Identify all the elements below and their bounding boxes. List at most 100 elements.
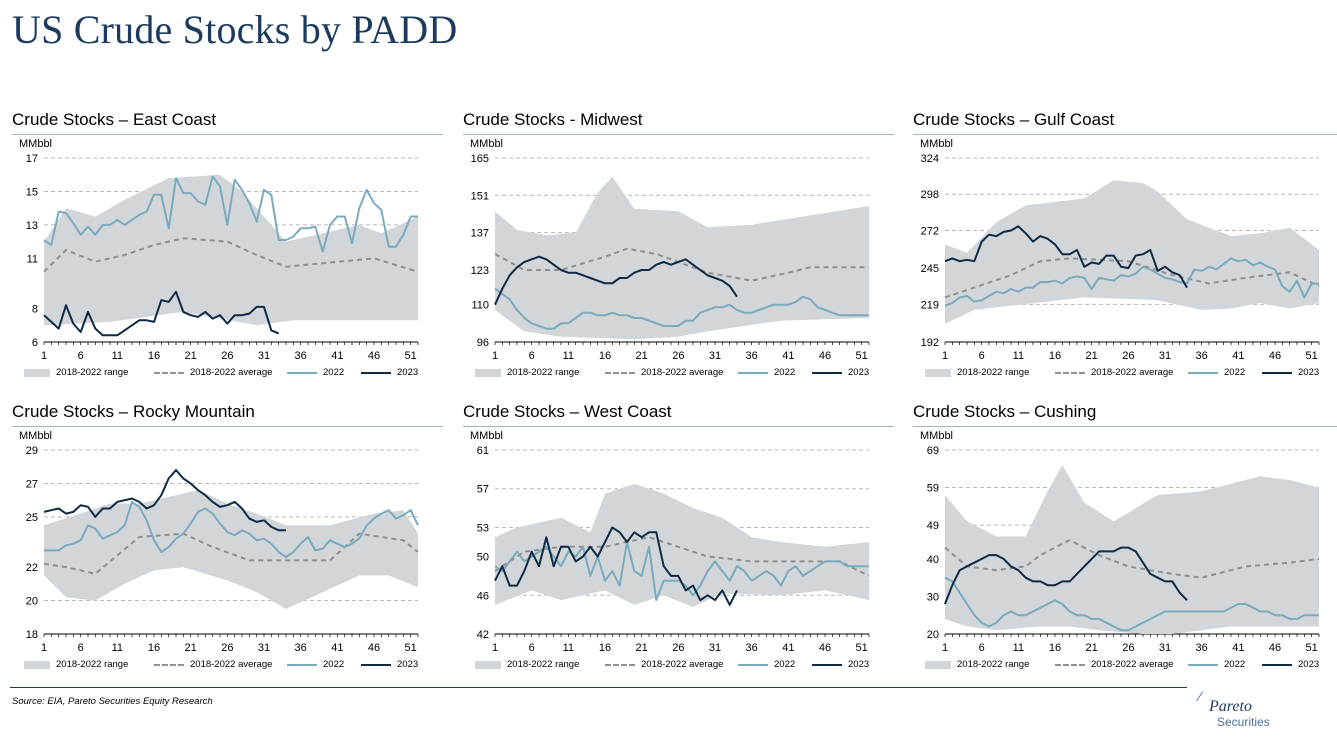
x-tick-label: 31 <box>1159 642 1171 654</box>
source-note: Source: EIA, Pareto Securities Equity Re… <box>12 696 213 707</box>
y-tick-label: 11 <box>27 253 38 265</box>
y-axis-unit-label: MMbbl <box>920 430 954 442</box>
y-tick-label: 110 <box>471 300 489 312</box>
legend-swatch <box>1262 663 1292 666</box>
x-tick-label: 6 <box>78 642 84 654</box>
chart-title: Crude Stocks – West Coast <box>463 402 672 421</box>
x-tick-label: 1 <box>492 350 498 362</box>
x-tick-label: 11 <box>563 642 574 654</box>
y-tick-label: 165 <box>471 153 489 165</box>
x-tick-label: 51 <box>856 642 868 654</box>
legend-2022: 2022 <box>1188 659 1245 670</box>
y-tick-label: 30 <box>927 591 939 603</box>
y-tick-label: 96 <box>477 337 489 349</box>
legend-2022: 2022 <box>738 659 795 670</box>
x-tick-label: 46 <box>819 642 831 654</box>
legend-average: 2018-2022 average <box>605 367 723 378</box>
legend-2022: 2022 <box>738 367 795 378</box>
y-tick-label: 59 <box>927 483 939 495</box>
x-tick-label: 31 <box>709 350 721 362</box>
x-tick-label: 46 <box>819 350 831 362</box>
x-tick-label: 11 <box>563 350 574 362</box>
chart-legend: 2018-2022 range 2018-2022 average 2022 2023 <box>12 659 443 673</box>
y-tick-label: 69 <box>927 445 939 457</box>
x-tick-label: 51 <box>405 350 417 362</box>
x-tick-label: 6 <box>979 642 985 654</box>
chart-panel: Crude Stocks - Midwest MMbbl 165 151 137 123 1… <box>463 110 903 390</box>
legend-label: 2018-2022 average <box>190 367 273 378</box>
series-2023-line <box>43 469 286 532</box>
x-tick-label: 26 <box>221 350 233 362</box>
x-tick-label: 6 <box>529 642 535 654</box>
y-tick-label: 57 <box>477 484 489 496</box>
y-axis-unit-label: MMbbl <box>470 138 504 150</box>
legend-label: 2018-2022 range <box>56 659 129 670</box>
chart-legend: 2018-2022 range 2018-2022 average 2022 2023 <box>913 659 1337 673</box>
legend-label: 2023 <box>848 367 870 378</box>
legend-swatch <box>605 663 635 666</box>
chart-title: Crude Stocks – Gulf Coast <box>913 110 1115 129</box>
legend-2022: 2022 <box>1188 367 1245 378</box>
x-tick-label: 41 <box>1232 350 1244 362</box>
legend-2023: 2023 <box>1262 367 1319 378</box>
legend-swatch <box>738 663 768 666</box>
legend-range: 2018-2022 range <box>475 367 579 378</box>
legend-swatch <box>475 368 501 377</box>
average-series-line <box>944 539 1320 579</box>
legend-label: 2018-2022 average <box>1091 367 1174 378</box>
y-tick-label: 27 <box>26 478 38 490</box>
legend-range: 2018-2022 range <box>925 659 1029 670</box>
legend-2023: 2023 <box>812 659 869 670</box>
y-tick-label: 46 <box>477 590 489 602</box>
chart-title-rule <box>463 134 894 135</box>
legend-label: 2018-2022 range <box>56 367 129 378</box>
legend-swatch <box>24 368 50 377</box>
x-tick-label: 6 <box>78 350 84 362</box>
x-tick-label: 11 <box>112 350 123 362</box>
x-tick-label: 41 <box>331 350 343 362</box>
y-tick-label: 50 <box>477 552 489 564</box>
x-tick-label: 21 <box>636 350 648 362</box>
x-tick-label: 11 <box>112 642 123 654</box>
y-tick-label: 49 <box>927 520 939 532</box>
x-tick-label: 51 <box>1306 642 1318 654</box>
chart-title: Crude Stocks – Cushing <box>913 402 1097 421</box>
range-band <box>44 490 418 609</box>
range-band <box>44 174 418 326</box>
chart-title-rule <box>12 426 443 427</box>
x-tick-label: 16 <box>148 350 160 362</box>
series-2023-line <box>43 290 280 337</box>
average-series-line <box>494 247 869 282</box>
logo-subtitle: Securities <box>1217 715 1270 729</box>
x-tick-label: 26 <box>672 350 684 362</box>
legend-label: 2023 <box>848 659 870 670</box>
chart-panel: Crude Stocks – Rocky Mountain MMbbl 29 27 25… <box>12 402 452 682</box>
y-tick-label: 245 <box>921 263 939 275</box>
legend-average: 2018-2022 average <box>1055 659 1173 670</box>
x-tick-label: 1 <box>942 642 948 654</box>
series-2023-line <box>944 546 1188 605</box>
chart-title: Crude Stocks - Midwest <box>463 110 643 129</box>
x-tick-label: 31 <box>709 642 721 654</box>
legend-label: 2018-2022 range <box>957 659 1030 670</box>
pareto-logo: ⁄ Pareto Securities <box>1199 688 1285 730</box>
x-tick-label: 26 <box>672 642 684 654</box>
legend-2023: 2023 <box>1262 659 1319 670</box>
range-band <box>945 180 1319 324</box>
legend-swatch <box>605 371 635 374</box>
legend-2022: 2022 <box>287 659 344 670</box>
legend-label: 2023 <box>397 659 419 670</box>
x-tick-label: 1 <box>942 350 948 362</box>
footer-divider <box>10 687 1187 688</box>
legend-2023: 2023 <box>812 367 869 378</box>
x-tick-label: 16 <box>148 642 160 654</box>
y-tick-label: 40 <box>927 554 939 566</box>
x-tick-label: 31 <box>258 350 270 362</box>
chart-title-rule <box>463 426 894 427</box>
legend-swatch <box>1055 663 1085 666</box>
legend-swatch <box>1055 371 1085 374</box>
legend-label: 2022 <box>774 659 796 670</box>
range-band <box>495 176 869 340</box>
legend-label: 2018-2022 average <box>641 659 724 670</box>
